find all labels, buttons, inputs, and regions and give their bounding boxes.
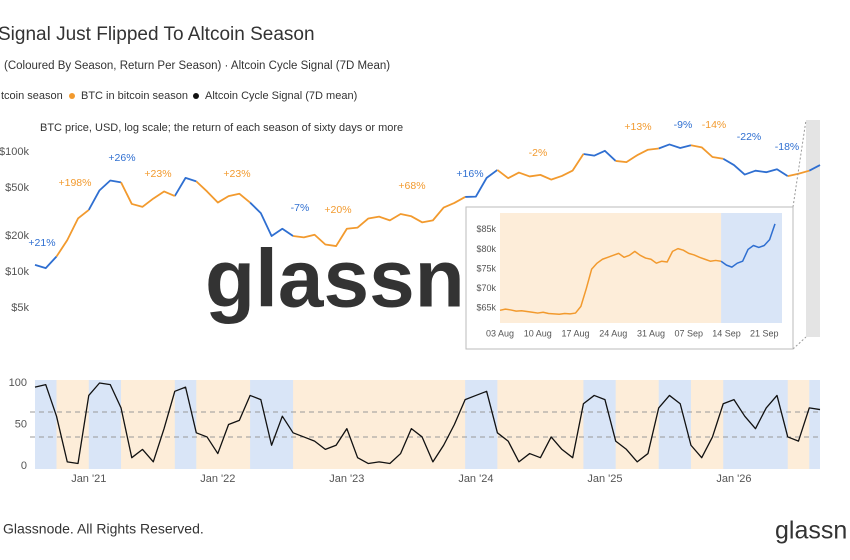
line — [55, 144, 810, 258]
season-band — [196, 380, 251, 469]
x-tick-label: 17 Aug — [561, 328, 589, 338]
season-return: +23% — [144, 168, 171, 180]
y-tick-label: $10k — [5, 266, 29, 278]
x-tick-label: Jan '25 — [587, 473, 622, 485]
season-return: +16% — [456, 168, 483, 180]
season-return: +68% — [398, 180, 425, 192]
line — [499, 247, 722, 315]
season-band — [293, 380, 466, 469]
chart-title: Signal Just Flipped To Altcoin Season — [0, 24, 315, 45]
y-tick-label: $50k — [5, 182, 29, 194]
season-return: -18% — [775, 141, 800, 153]
season-return: -22% — [737, 131, 762, 143]
logo: glassn — [775, 517, 847, 545]
season-return: +20% — [324, 204, 351, 216]
y2-tick-label: 100 — [9, 377, 27, 389]
season-band — [615, 380, 659, 469]
line — [34, 143, 821, 270]
y-tick-label: $70k — [476, 283, 496, 293]
season-band — [809, 380, 820, 469]
season-return: -14% — [702, 119, 727, 131]
watermark: glassn — [205, 234, 465, 325]
x-tick-label: Jan '24 — [458, 473, 493, 485]
season-band — [88, 380, 122, 469]
season-return: +21% — [28, 237, 55, 249]
season-band — [787, 380, 810, 469]
season-band — [583, 380, 616, 469]
season-return: +198% — [59, 177, 92, 189]
season-return: +23% — [223, 168, 250, 180]
zoom-connector — [792, 119, 807, 208]
zoom-connector — [792, 336, 807, 350]
y-tick-label: $5k — [11, 302, 29, 314]
x-tick-label: 03 Aug — [486, 328, 514, 338]
chart-note: BTC price, USD, log scale; the return of… — [40, 122, 403, 134]
legend: tcoin season BTC in bitcoin season Altcoin… — [1, 90, 357, 102]
season-band — [690, 380, 724, 469]
season-band — [174, 380, 197, 469]
x-tick-label: Jan '21 — [71, 473, 106, 485]
zoom-region — [806, 120, 820, 337]
y-tick-label: $100k — [0, 146, 29, 158]
season-band — [35, 380, 57, 469]
y-tick-label: $20k — [5, 230, 29, 242]
season-band — [465, 380, 498, 469]
season-return: +13% — [624, 121, 651, 133]
y2-tick-label: 0 — [21, 460, 27, 472]
legend-label: tcoin season — [1, 90, 63, 102]
season-return: -2% — [529, 147, 548, 159]
x-tick-label: 14 Sep — [712, 328, 741, 338]
season-band — [56, 380, 89, 469]
x-tick-label: Jan '26 — [716, 473, 751, 485]
legend-swatch — [69, 93, 75, 99]
y-tick-label: $85k — [476, 224, 496, 234]
y-tick-label: $65k — [476, 303, 496, 313]
chart-subtitle: (Coloured By Season, Return Per Season) … — [4, 60, 390, 72]
legend-label: Altcoin Cycle Signal (7D mean) — [205, 90, 357, 102]
copyright: Glassnode. All Rights Reserved. — [3, 521, 204, 537]
legend-swatch — [193, 93, 199, 99]
season-band — [723, 380, 788, 469]
season-return: -7% — [291, 202, 310, 214]
season-return: +26% — [108, 152, 135, 164]
inset-chart: $65k $70k $75k $80k $85k 03 Aug 10 Aug 17 Aug 24… — [465, 206, 794, 350]
x-tick-label: 31 Aug — [637, 328, 665, 338]
y-tick-label: $80k — [476, 244, 496, 254]
main-panel: $5k $10k $20k $50k $100k +21% +198% +26% +23% +23… — [0, 119, 821, 314]
line — [720, 223, 776, 268]
x-tick-label: 10 Aug — [524, 328, 552, 338]
x-tick-label: 21 Sep — [750, 328, 779, 338]
x-tick-label: Jan '22 — [200, 473, 235, 485]
inset-frame — [465, 206, 794, 350]
season-return: -9% — [674, 119, 693, 131]
season-band — [500, 213, 722, 323]
season-band — [250, 380, 294, 469]
x-tick-label: 24 Aug — [599, 328, 627, 338]
x-tick-label: Jan '23 — [329, 473, 364, 485]
legend-label: BTC in bitcoin season — [81, 90, 188, 102]
line — [34, 382, 821, 465]
signal-panel: 0 50 100 Jan '21 Jan '22 Jan '23 Jan '24 Jan '2… — [9, 377, 821, 485]
y-tick-label: $75k — [476, 263, 496, 273]
x-tick-label: 07 Sep — [674, 328, 703, 338]
y2-tick-label: 50 — [15, 418, 27, 430]
